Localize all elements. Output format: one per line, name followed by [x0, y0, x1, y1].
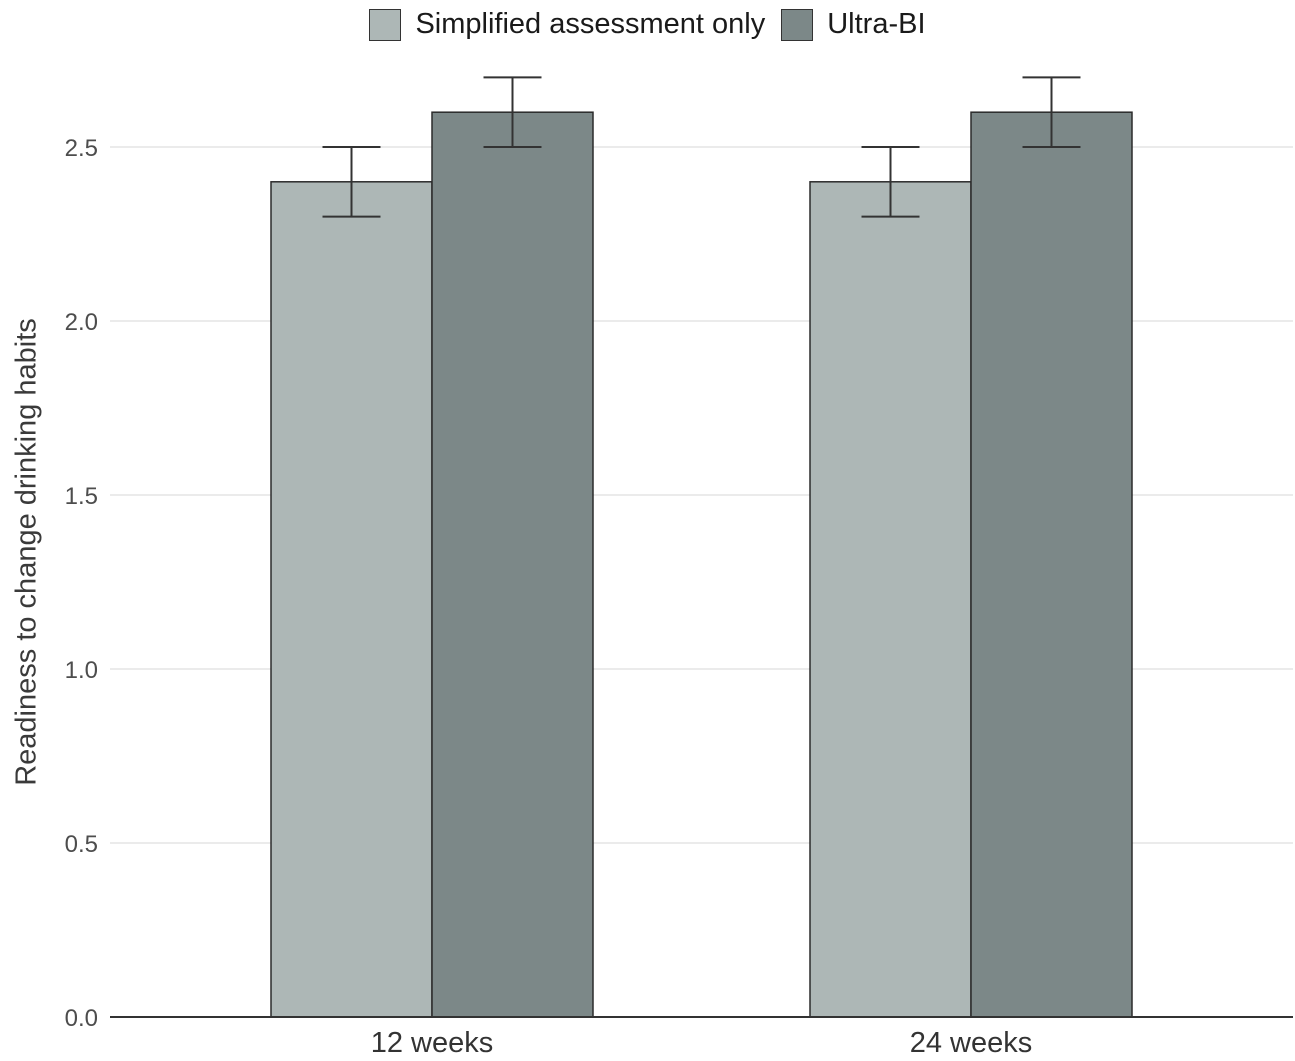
- legend-item-ultra-bi: Ultra-BI: [781, 8, 926, 41]
- legend: Simplified assessment only Ultra-BI: [0, 8, 1295, 41]
- bar-ultra-bi: [970, 111, 1133, 1018]
- bar-ultra-bi: [431, 111, 594, 1018]
- y-tick-label: 2.5: [65, 135, 98, 162]
- legend-swatch-simplified: [369, 8, 402, 41]
- y-tick-label: 0.5: [65, 831, 98, 858]
- error-bar: [1022, 76, 1081, 148]
- y-tick-label: 2.0: [65, 309, 98, 336]
- legend-label-ultra-bi: Ultra-BI: [827, 8, 926, 40]
- error-bar: [322, 146, 381, 218]
- legend-label-simplified: Simplified assessment only: [415, 8, 766, 40]
- y-tick-label: 1.5: [65, 483, 98, 510]
- bar-simplified: [270, 181, 433, 1018]
- error-bar: [483, 76, 542, 148]
- legend-swatch-ultra-bi: [781, 8, 814, 41]
- error-bar: [861, 146, 920, 218]
- legend-item-simplified: Simplified assessment only: [369, 8, 765, 41]
- y-tick-label: 1.0: [65, 657, 98, 684]
- x-tick-label: 24 weeks: [910, 1027, 1033, 1059]
- bar-simplified: [809, 181, 972, 1018]
- y-tick-label: 0.0: [65, 1005, 98, 1032]
- x-tick-label: 12 weeks: [371, 1027, 494, 1059]
